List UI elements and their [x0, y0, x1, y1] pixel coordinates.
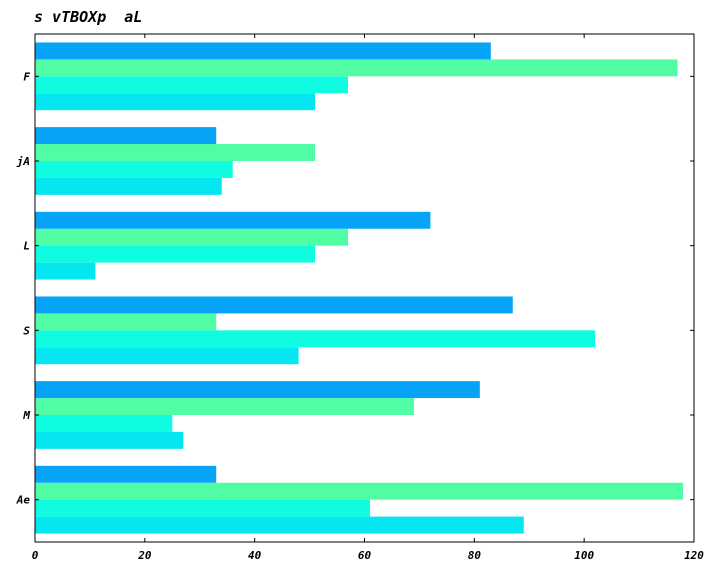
y-tick-label-L: L: [23, 240, 30, 253]
bar-L-series-4: [35, 211, 431, 229]
chart-title: s vTBOXp aL: [34, 8, 143, 26]
x-tick-label-20: 20: [137, 549, 152, 562]
bar-M-series-2: [35, 415, 173, 432]
bar-F-series-1: [35, 93, 316, 111]
bar-Ae-series-4: [35, 465, 217, 483]
bar-S-series-1: [35, 347, 299, 365]
bar-S-series-3: [35, 313, 217, 331]
y-tick-label-jA: jA: [16, 155, 30, 168]
x-tick-label-40: 40: [248, 549, 262, 562]
bar-M-series-3: [35, 398, 414, 415]
bar-jA-series-4: [35, 127, 217, 145]
y-tick-label-F: F: [23, 70, 30, 83]
bar-jA-series-2: [35, 161, 233, 178]
bar-jA-series-3: [35, 144, 316, 161]
x-tick-label-60: 60: [358, 549, 372, 562]
bar-F-series-3: [35, 59, 678, 77]
bar-S-series-4: [35, 296, 513, 314]
bar-Ae-series-1: [35, 516, 524, 534]
bar-M-series-4: [35, 381, 480, 399]
bar-L-series-2: [35, 245, 316, 263]
bar-jA-series-1: [35, 177, 222, 195]
y-tick-label-M: M: [22, 409, 30, 422]
tick-labels-group: Ae M S LjA F 0 20 40 60 80 100 120: [16, 70, 705, 562]
bar-S-series-2: [35, 330, 596, 348]
bar-F-series-4: [35, 42, 491, 60]
bar-M-series-1: [35, 431, 184, 449]
x-tick-label-80: 80: [468, 549, 482, 562]
ticks-group: [34, 34, 695, 542]
x-tick-label-120: 120: [684, 549, 704, 562]
bar-L-series-1: [35, 262, 96, 280]
bar-Ae-series-3: [35, 482, 684, 500]
bar-F-series-2: [35, 76, 349, 94]
bar-L-series-3: [35, 228, 349, 246]
x-tick-label-0: 0: [32, 549, 39, 562]
y-tick-label-Ae: Ae: [16, 494, 31, 507]
bar-Ae-series-2: [35, 499, 370, 517]
y-tick-label-S: S: [23, 324, 30, 337]
bars-group: [35, 42, 684, 534]
x-tick-label-100: 100: [574, 549, 594, 562]
